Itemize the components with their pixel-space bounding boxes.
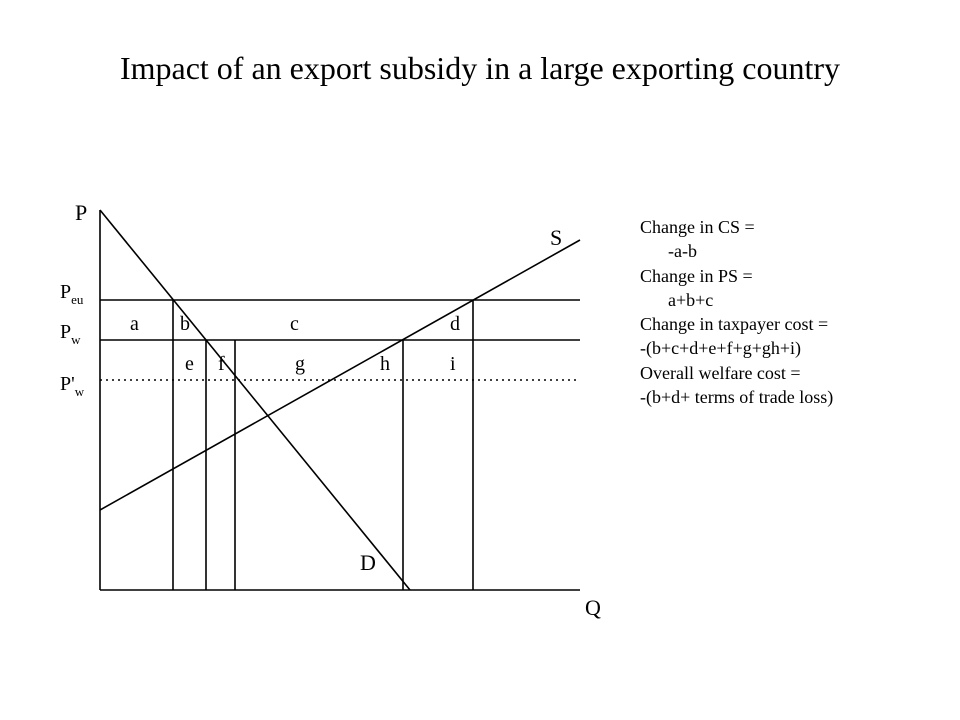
y-axis-label: P — [75, 200, 87, 225]
ps-label: Change in PS = — [640, 264, 940, 288]
diagram-container: P Q S D Peu Pw P'w a b c d e f g h i — [60, 190, 620, 635]
pw-label: Pw — [60, 321, 81, 347]
region-c: c — [290, 313, 299, 335]
tax-value: -(b+c+d+e+f+g+gh+i) — [640, 336, 940, 360]
page-title: Impact of an export subsidy in a large e… — [0, 48, 960, 88]
demand-label: D — [360, 550, 376, 575]
region-e: e — [185, 353, 194, 375]
ps-value: a+b+c — [640, 288, 940, 312]
region-b: b — [180, 313, 190, 335]
demand-curve — [100, 210, 410, 590]
region-h: h — [380, 353, 390, 375]
region-i: i — [450, 353, 456, 375]
supply-label: S — [550, 225, 562, 250]
tax-label: Change in taxpayer cost = — [640, 312, 940, 336]
region-a: a — [130, 313, 139, 335]
welfare-label: Overall welfare cost = — [640, 361, 940, 385]
cs-label: Change in CS = — [640, 215, 940, 239]
region-g: g — [295, 353, 305, 375]
ppw-label: P'w — [60, 373, 85, 399]
region-d: d — [450, 313, 460, 335]
peu-label: Peu — [60, 281, 84, 307]
welfare-value: -(b+d+ terms of trade loss) — [640, 385, 940, 409]
x-axis-label: Q — [585, 595, 601, 620]
region-f: f — [218, 353, 225, 375]
cs-value: -a-b — [640, 239, 940, 263]
welfare-notes: Change in CS = -a-b Change in PS = a+b+c… — [640, 215, 940, 409]
supply-curve — [100, 240, 580, 510]
export-subsidy-diagram: P Q S D Peu Pw P'w a b c d e f g h i — [60, 190, 620, 630]
